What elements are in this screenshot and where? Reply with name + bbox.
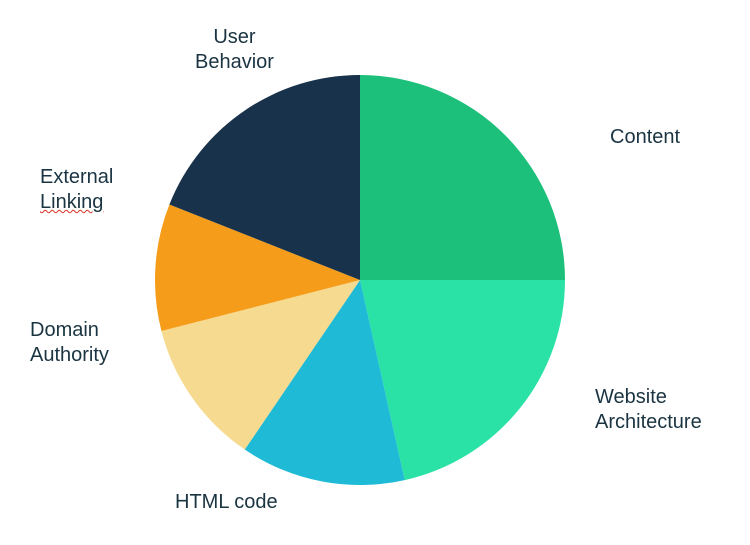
pie-chart: Content WebsiteArchitecture HTML code Domai… <box>0 0 750 545</box>
slice-label-line: Authority <box>30 343 109 368</box>
slice-label-line: Behavior <box>195 50 274 75</box>
slice-label: ExternalLinking <box>40 165 113 215</box>
slice-label: Content <box>610 125 680 150</box>
slice-label-line: Architecture <box>595 410 702 435</box>
slice-label-line: Content <box>610 125 680 150</box>
pie-slice <box>360 75 565 280</box>
slice-label: HTML code <box>175 490 278 515</box>
slice-label-line: Website <box>595 385 702 410</box>
pie-svg <box>155 75 565 485</box>
slice-label: UserBehavior <box>195 25 274 75</box>
slice-label-line: External <box>40 165 113 190</box>
slice-label-line: Linking <box>40 190 113 215</box>
slice-label-line: Domain <box>30 318 109 343</box>
slice-label-line: HTML code <box>175 490 278 515</box>
slice-label: WebsiteArchitecture <box>595 385 702 435</box>
slice-label: DomainAuthority <box>30 318 109 368</box>
slice-label-line: User <box>195 25 274 50</box>
